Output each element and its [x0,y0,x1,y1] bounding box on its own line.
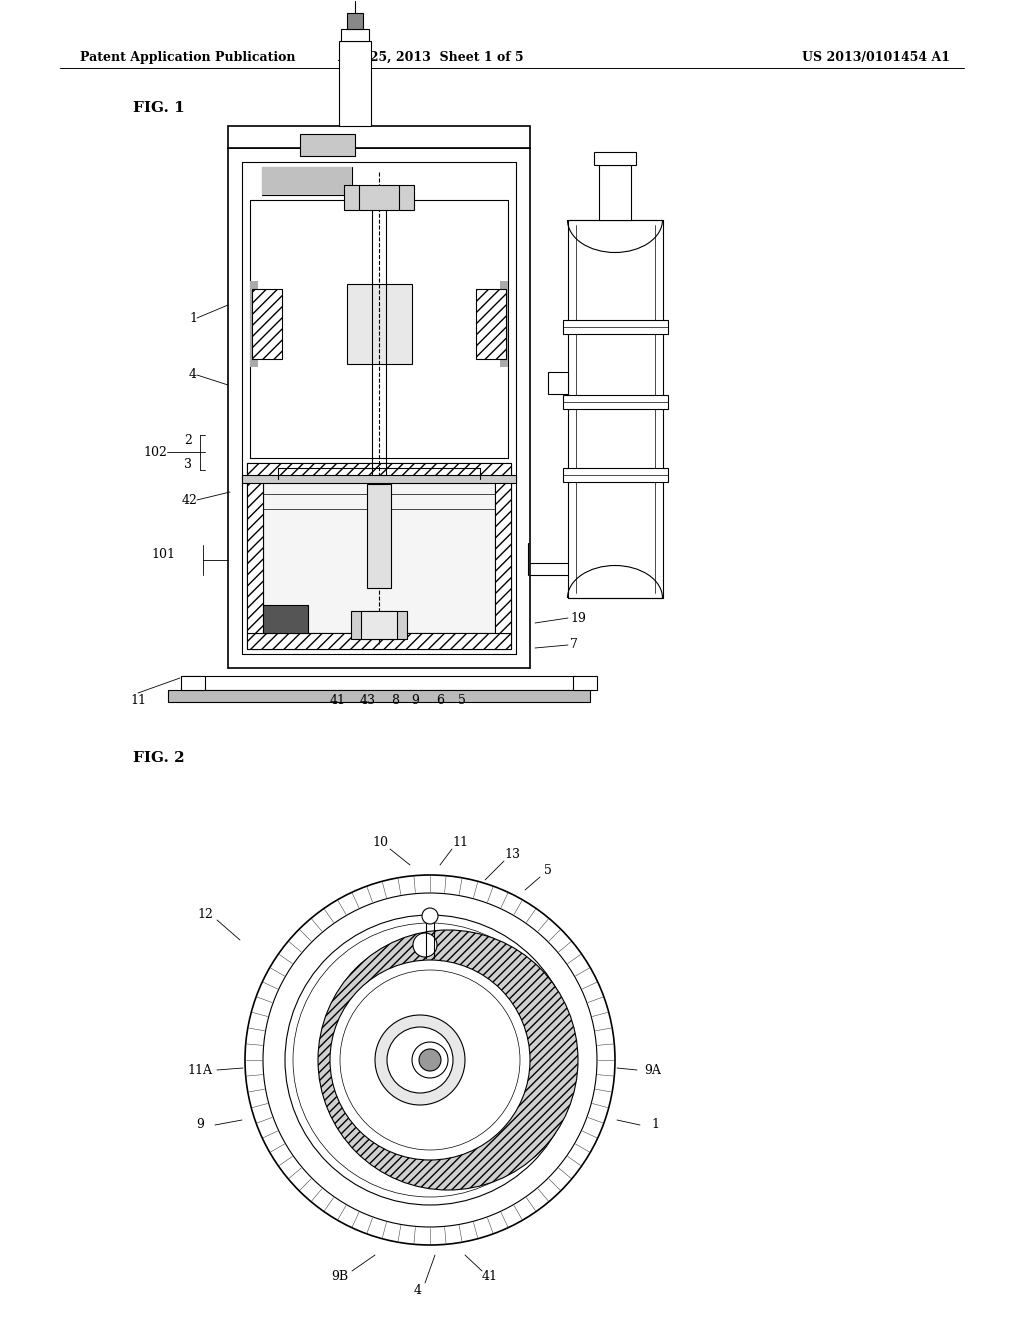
Text: 4: 4 [189,368,197,381]
Text: 9: 9 [411,693,419,706]
Bar [563,395,668,409]
Bar [500,281,508,367]
Bar [183,676,575,690]
Circle shape [375,1015,465,1105]
Bar [563,319,668,334]
Text: 41: 41 [482,1270,498,1283]
Bar [548,372,568,393]
Circle shape [412,1041,449,1078]
Bar [347,284,412,364]
Text: 101: 101 [151,549,175,561]
Circle shape [413,933,437,957]
Bar [242,475,516,483]
Bar [495,479,511,634]
Circle shape [387,1027,453,1093]
Text: 19: 19 [570,611,586,624]
Text: 11: 11 [130,693,146,706]
Text: Patent Application Publication: Patent Application Publication [80,51,296,65]
Text: 2: 2 [184,433,193,446]
Bar [252,289,282,359]
Bar [262,168,352,195]
Text: 8: 8 [391,693,399,706]
Bar [594,152,636,165]
Bar [168,690,590,702]
Text: 42: 42 [181,494,197,507]
Text: 3: 3 [184,458,193,470]
Text: 41: 41 [330,693,346,706]
Text: FIG. 2: FIG. 2 [133,751,184,766]
Text: 4: 4 [414,1283,422,1296]
Bar [228,125,530,148]
Text: 5: 5 [458,693,466,706]
Text: 11: 11 [452,837,468,850]
Text: 9: 9 [196,1118,204,1131]
Text: 9B: 9B [332,1270,348,1283]
Text: 6: 6 [436,693,444,706]
Bar [341,29,369,41]
Circle shape [245,875,615,1245]
Text: 1: 1 [651,1118,659,1131]
Text: 43: 43 [360,693,376,706]
Bar [247,634,511,649]
Bar [563,469,668,482]
Bar [599,165,631,220]
Bar [181,676,205,690]
Bar [263,479,495,634]
Bar [367,484,391,587]
Bar [361,611,397,639]
Text: Apr. 25, 2013  Sheet 1 of 5: Apr. 25, 2013 Sheet 1 of 5 [337,51,523,65]
Bar [247,479,263,634]
Bar [247,463,511,479]
Text: 12: 12 [197,908,213,921]
Circle shape [285,915,575,1205]
Text: 5: 5 [544,863,552,876]
Circle shape [422,908,438,924]
Text: 11A: 11A [187,1064,213,1077]
Text: US 2013/0101454 A1: US 2013/0101454 A1 [802,51,950,65]
Text: FIG. 1: FIG. 1 [133,102,184,115]
Bar [351,611,407,639]
Bar [347,13,362,29]
Bar [183,676,575,690]
Circle shape [419,1049,441,1071]
Text: 10: 10 [372,837,388,850]
Bar [228,125,530,148]
Bar [476,289,506,359]
Text: 7: 7 [570,639,578,652]
Bar [262,168,352,195]
Circle shape [330,960,530,1160]
Text: 13: 13 [504,849,520,862]
Bar [344,185,414,210]
Bar [568,220,663,598]
Bar [300,135,355,156]
Bar [573,676,597,690]
Bar [339,41,371,125]
Bar [250,281,258,367]
Bar [263,605,308,634]
Circle shape [318,931,578,1191]
Text: 102: 102 [143,446,167,458]
Text: 1: 1 [189,312,197,325]
Text: 9A: 9A [644,1064,662,1077]
